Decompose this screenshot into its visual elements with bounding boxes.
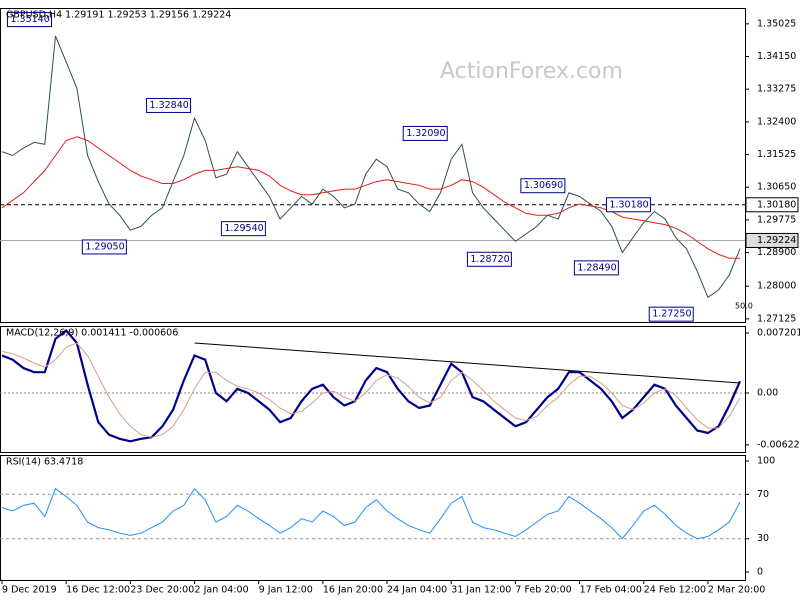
y-tick-label: 1.33275 [757, 84, 796, 95]
price-label: 1.29540 [224, 223, 263, 234]
price-label: 1.35140 [10, 14, 49, 25]
panel-title: GBPUSD,H4 1.29191 1.29253 1.29156 1.2922… [6, 10, 231, 21]
price-label-box [220, 221, 266, 237]
x-tick-label: 23 Dec 20:00 [130, 585, 194, 596]
x-tick-label: 7 Feb 20:00 [515, 585, 571, 596]
price-label: 1.28720 [470, 254, 509, 265]
y-tick-label: 1.34150 [757, 51, 796, 62]
x-tick-label: 31 Jan 12:00 [451, 585, 511, 596]
y-tick-label: 1.32400 [757, 116, 796, 127]
price-label: 1.30180 [609, 199, 648, 210]
panel-frame [0, 326, 746, 453]
y-tick-label: 0.007201 [757, 327, 800, 338]
price-label-box [648, 306, 694, 322]
y-tick-label: 1.28000 [757, 281, 796, 292]
x-tick-label: 9 Jan 12:00 [259, 585, 313, 596]
watermark: ActionForex.com [440, 59, 623, 84]
trendline [194, 342, 741, 384]
price-label-box [605, 197, 651, 213]
price-label-box [146, 97, 192, 113]
y-tick-label: 1.28900 [757, 247, 796, 258]
price-label: 1.28490 [577, 262, 616, 273]
price-label: 1.30690 [524, 180, 563, 191]
x-tick-label: 16 Dec 12:00 [66, 585, 130, 596]
y-tick-label: 1.29775 [757, 214, 796, 225]
price-tag-label: 1.29224 [757, 235, 796, 246]
y-tick-label: -0.006229 [757, 439, 800, 450]
x-tick-label: 16 Jan 20:00 [323, 585, 383, 596]
series-line [1, 136, 740, 259]
x-tick-label: 24 Feb 12:00 [644, 585, 706, 596]
price-label: 1.27250 [652, 309, 691, 320]
y-tick-label: 70 [757, 489, 769, 500]
fib-label: 50.0 [735, 302, 753, 311]
y-tick-label: 0.00 [757, 388, 778, 399]
price-label: 1.32840 [150, 100, 189, 111]
price-label: 1.32090 [406, 128, 445, 139]
price-label-box [573, 260, 619, 276]
price-label: 1.29050 [85, 241, 124, 252]
series-line [1, 328, 742, 443]
panel-title: MACD(12,26,9) 0.001411 -0.000606 [6, 328, 178, 339]
x-tick-label: 24 Jan 04:00 [387, 585, 447, 596]
x-tick-label: 2 Jan 04:00 [195, 585, 249, 596]
panel-frame [0, 8, 746, 323]
y-tick-label: 1.27125 [757, 313, 796, 324]
panel-frame [0, 455, 746, 581]
price-tag [745, 197, 799, 213]
y-tick-label: 1.31525 [757, 149, 796, 160]
price-tag [745, 232, 799, 248]
panel-title: RSI(14) 63.4718 [6, 457, 83, 468]
x-tick-label: 17 Feb 04:00 [580, 585, 642, 596]
price-label-box [6, 12, 52, 28]
series-line [1, 342, 741, 438]
price-label-box [402, 125, 448, 141]
price-label-box [466, 251, 512, 267]
y-tick-label: 30 [757, 533, 769, 544]
price-tag-label: 1.30180 [757, 199, 796, 210]
x-tick-label: 2 Mar 20:00 [708, 585, 765, 596]
y-tick-label: 1.30650 [757, 182, 796, 193]
x-tick-label: 9 Dec 2019 [2, 585, 57, 596]
series-line [1, 35, 741, 299]
series-line [1, 487, 741, 540]
price-label-box [520, 178, 566, 194]
y-tick-label: 1.35025 [757, 18, 796, 29]
price-label-box [81, 239, 127, 255]
y-tick-label: 100 [757, 455, 775, 466]
y-tick-label: 0 [757, 567, 763, 578]
